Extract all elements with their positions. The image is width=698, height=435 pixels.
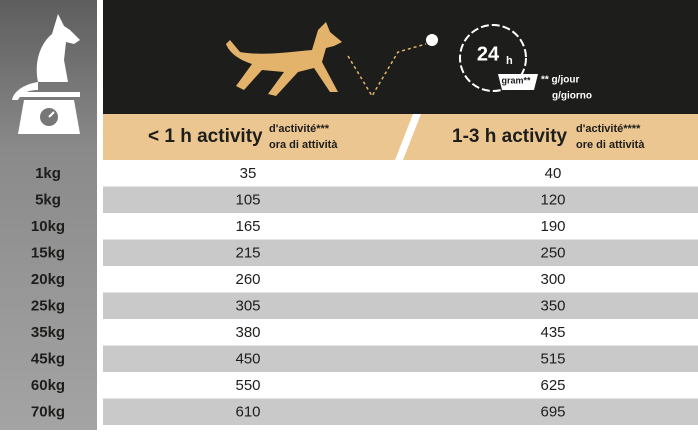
column-title: 1-3 h activity bbox=[452, 126, 568, 147]
weight-label: 70kg bbox=[31, 404, 65, 421]
table-cell: 625 bbox=[540, 377, 565, 394]
table-row bbox=[103, 345, 698, 372]
column-subtitle: d'activité*** bbox=[269, 123, 330, 135]
table-row bbox=[103, 160, 698, 187]
table-cell: 435 bbox=[540, 324, 565, 341]
clock-hours: 24 bbox=[477, 43, 500, 65]
unit-note: g/giorno bbox=[552, 91, 592, 102]
table-row bbox=[103, 292, 698, 319]
table-row bbox=[103, 398, 698, 425]
dog-icon bbox=[226, 22, 342, 96]
table-cell: 105 bbox=[235, 192, 260, 209]
table-row bbox=[103, 319, 698, 346]
weight-label: 1kg bbox=[35, 165, 61, 182]
table-cell: 40 bbox=[545, 165, 562, 182]
column-title: < 1 h activity bbox=[148, 126, 263, 147]
table-row bbox=[103, 213, 698, 240]
dog-scale-icon bbox=[12, 14, 80, 134]
column-subtitle: d'activité**** bbox=[576, 123, 641, 135]
table-cell: 380 bbox=[235, 324, 260, 341]
table-cell: 215 bbox=[235, 245, 260, 262]
unit-note: ** g/jour bbox=[541, 75, 579, 86]
table-cell: 695 bbox=[540, 404, 565, 421]
weight-label: 25kg bbox=[31, 298, 65, 315]
weight-label: 45kg bbox=[31, 351, 65, 368]
table-cell: 165 bbox=[235, 218, 260, 235]
weight-label: 15kg bbox=[31, 245, 65, 262]
table-cell: 250 bbox=[540, 245, 565, 262]
table-cell: 305 bbox=[235, 298, 260, 315]
table-cell: 190 bbox=[540, 218, 565, 235]
table-cell: 260 bbox=[235, 271, 260, 288]
table-cell: 350 bbox=[540, 298, 565, 315]
bowl-label: gram** bbox=[501, 75, 531, 85]
weight-label: 35kg bbox=[31, 324, 65, 341]
table-cell: 35 bbox=[240, 165, 257, 182]
header-divider bbox=[395, 114, 421, 160]
table-cell: 610 bbox=[235, 404, 260, 421]
table-row bbox=[103, 266, 698, 293]
table-row bbox=[103, 239, 698, 266]
table-cell: 450 bbox=[235, 351, 260, 368]
table-cell: 515 bbox=[540, 351, 565, 368]
clock-unit: h bbox=[506, 55, 513, 67]
column-subtitle: ora di attività bbox=[269, 139, 338, 151]
ball-icon bbox=[426, 34, 438, 46]
clock-icon bbox=[459, 24, 527, 92]
weight-label: 20kg bbox=[31, 271, 65, 288]
column-subtitle: ore di attività bbox=[576, 139, 645, 151]
weight-label: 5kg bbox=[35, 192, 61, 209]
table-row bbox=[103, 186, 698, 213]
table-cell: 300 bbox=[540, 271, 565, 288]
bowl-icon bbox=[498, 74, 538, 90]
weight-label: 60kg bbox=[31, 377, 65, 394]
weight-label: 10kg bbox=[31, 218, 65, 235]
header-band bbox=[103, 0, 698, 114]
table-cell: 550 bbox=[235, 377, 260, 394]
table-row bbox=[103, 372, 698, 399]
ball-arc bbox=[347, 43, 427, 98]
table-cell: 120 bbox=[540, 192, 565, 209]
